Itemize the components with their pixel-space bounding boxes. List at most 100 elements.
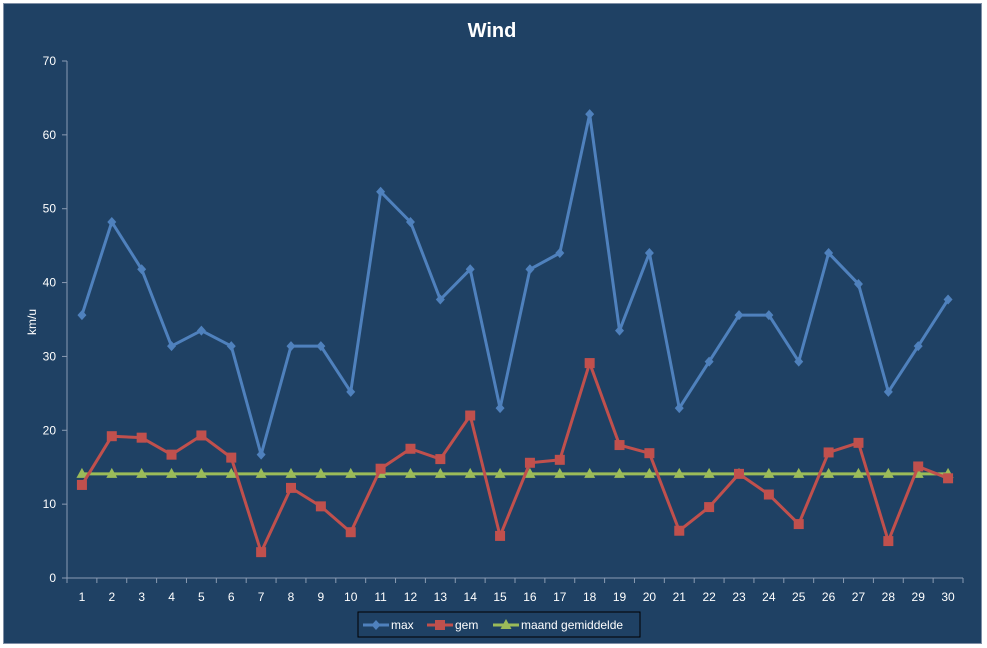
x-tick-label: 26 — [822, 590, 836, 604]
data-point — [435, 294, 445, 305]
x-tick-label: 11 — [374, 590, 387, 604]
data-point — [316, 341, 326, 352]
y-tick-label: 50 — [43, 202, 57, 216]
data-point — [464, 467, 476, 478]
data-point — [703, 467, 715, 478]
x-tick-label: 5 — [198, 590, 205, 604]
series-group — [76, 109, 954, 558]
legend-label: gem — [455, 618, 478, 632]
x-tick-label: 4 — [168, 590, 175, 604]
data-point — [137, 264, 147, 275]
data-point — [195, 467, 207, 478]
x-tick-label: 22 — [702, 590, 716, 604]
data-point — [913, 341, 923, 352]
data-point — [643, 467, 655, 478]
y-tick-label: 40 — [43, 276, 57, 290]
data-point — [315, 501, 326, 512]
data-point — [375, 463, 386, 474]
data-point — [585, 109, 595, 120]
data-point — [793, 519, 804, 530]
data-point — [106, 431, 117, 442]
data-point — [405, 443, 416, 454]
data-point — [435, 454, 446, 465]
data-point — [763, 489, 774, 500]
x-tick-label: 15 — [493, 590, 507, 604]
data-point — [943, 294, 953, 305]
data-point — [346, 386, 356, 397]
data-point — [136, 467, 148, 478]
data-point — [853, 279, 863, 290]
y-tick-label: 30 — [43, 349, 57, 363]
series-max — [77, 109, 953, 460]
x-tick-label: 10 — [344, 590, 358, 604]
data-point — [345, 527, 356, 538]
chart-title: Wind — [468, 20, 517, 42]
y-tick-label: 0 — [49, 571, 56, 585]
series-maand-gemiddelde — [76, 467, 954, 478]
series-gem — [76, 358, 954, 558]
data-point — [852, 467, 864, 478]
data-point — [226, 452, 237, 463]
data-point — [345, 467, 357, 478]
x-tick-label: 12 — [404, 590, 418, 604]
data-point — [465, 264, 475, 275]
data-point — [285, 467, 297, 478]
data-point — [644, 448, 655, 459]
x-tick-label: 16 — [523, 590, 537, 604]
data-point — [584, 467, 596, 478]
data-point — [196, 430, 207, 441]
legend-label: max — [391, 618, 414, 632]
data-point — [823, 467, 835, 478]
x-tick-label: 28 — [882, 590, 896, 604]
data-point — [554, 454, 565, 465]
legend-marker — [371, 620, 381, 630]
data-point — [614, 440, 625, 451]
x-tick-label: 6 — [228, 590, 235, 604]
data-point — [76, 467, 88, 478]
chart-area — [3, 3, 982, 644]
data-point — [674, 403, 684, 414]
x-tick-label: 7 — [258, 590, 265, 604]
data-point — [525, 264, 535, 275]
data-point — [76, 479, 87, 490]
data-point — [434, 467, 446, 478]
data-point — [673, 467, 685, 478]
data-point — [734, 468, 744, 479]
data-point — [495, 403, 505, 414]
data-point — [763, 467, 775, 478]
data-point — [167, 341, 177, 352]
y-tick-label: 10 — [43, 497, 57, 511]
x-tick-label: 9 — [318, 590, 325, 604]
y-tick-label: 20 — [43, 423, 57, 437]
x-tick-label: 18 — [583, 590, 597, 604]
data-point — [943, 473, 954, 484]
data-point — [674, 525, 685, 536]
x-tick-label: 23 — [732, 590, 746, 604]
data-point — [256, 547, 267, 558]
data-point — [196, 325, 206, 336]
data-point — [404, 467, 416, 478]
x-tick-label: 20 — [643, 590, 657, 604]
y-tick-label: 70 — [43, 54, 57, 68]
data-point — [106, 467, 118, 478]
data-point — [555, 248, 565, 259]
data-point — [882, 467, 894, 478]
x-tick-label: 3 — [138, 590, 145, 604]
data-point — [256, 449, 266, 460]
data-point — [255, 467, 267, 478]
data-point — [883, 536, 894, 547]
data-point — [286, 341, 296, 352]
x-tick-label: 1 — [79, 590, 86, 604]
data-point — [793, 467, 805, 478]
data-point — [794, 356, 804, 367]
x-tick-label: 25 — [792, 590, 806, 604]
data-point — [824, 248, 834, 259]
legend-marker — [500, 619, 512, 629]
data-point — [554, 467, 566, 478]
data-point — [734, 310, 744, 321]
x-tick-label: 29 — [912, 590, 926, 604]
x-tick-label: 17 — [553, 590, 567, 604]
data-point — [883, 386, 893, 397]
